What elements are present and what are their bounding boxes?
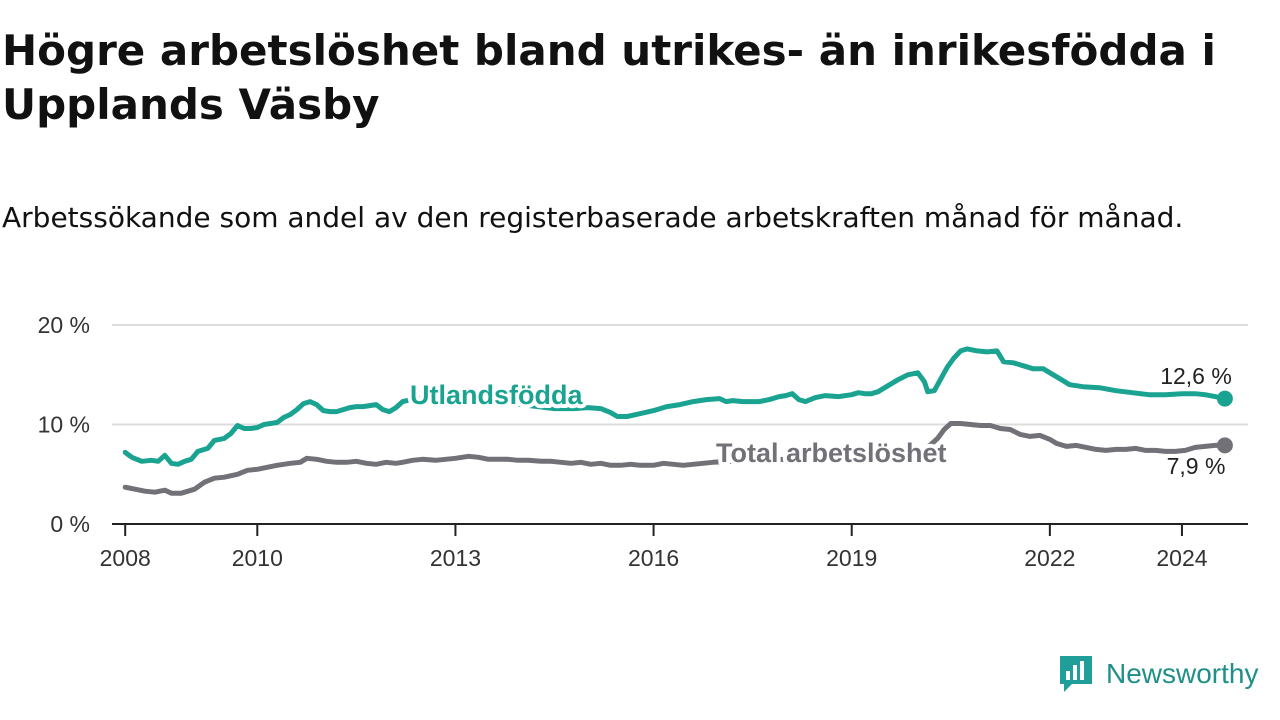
series-lines [122, 346, 1233, 496]
x-tick-label-2013: 2013 [430, 545, 481, 571]
brand-name: Newsworthy [1106, 658, 1259, 689]
y-tick-label-20: 20 % [38, 312, 90, 338]
series-end-marker-1 [1216, 437, 1233, 454]
x-tick-label-2008: 2008 [100, 545, 151, 571]
y-tick-label-10: 10 % [38, 412, 90, 438]
end-value-total: 7,9 % [1167, 453, 1226, 479]
end-value-utlandsfodda: 12,6 % [1160, 363, 1232, 389]
x-tick-label-2022: 2022 [1024, 545, 1075, 571]
x-tick-label-2019: 2019 [826, 545, 877, 571]
series-label-total: Total arbetslöshet [716, 438, 947, 468]
series-line-0 [122, 346, 1228, 467]
series-label-utlandsfodda: Utlandsfödda [410, 380, 583, 410]
gridlines [112, 324, 1248, 426]
x-axis-ticks: 2008 2010 2013 2016 2019 2022 2024 [100, 524, 1208, 571]
newsworthy-logo-icon [1060, 656, 1092, 692]
y-axis-ticks: 0 % 10 % 20 % [38, 312, 90, 537]
chart-subtitle: Arbetssökande som andel av den registerb… [2, 201, 1184, 234]
series-labels: Utlandsfödda Total arbetslöshet 12,6 % 7… [406, 363, 1232, 479]
chart-title: Högre arbetslöshet bland utrikes- än inr… [2, 26, 1216, 129]
series-line-1 [122, 421, 1228, 496]
x-tick-label-2010: 2010 [232, 545, 283, 571]
x-tick-label-2016: 2016 [628, 545, 679, 571]
brand-logo[interactable]: Newsworthy [1058, 652, 1258, 696]
x-tick-label-2024: 2024 [1156, 545, 1207, 571]
line-chart: 0 % 10 % 20 % 2008 2010 2013 2016 2019 2022 2024… [38, 312, 1248, 571]
y-tick-label-0: 0 % [50, 511, 90, 537]
series-end-marker-0 [1216, 390, 1233, 407]
